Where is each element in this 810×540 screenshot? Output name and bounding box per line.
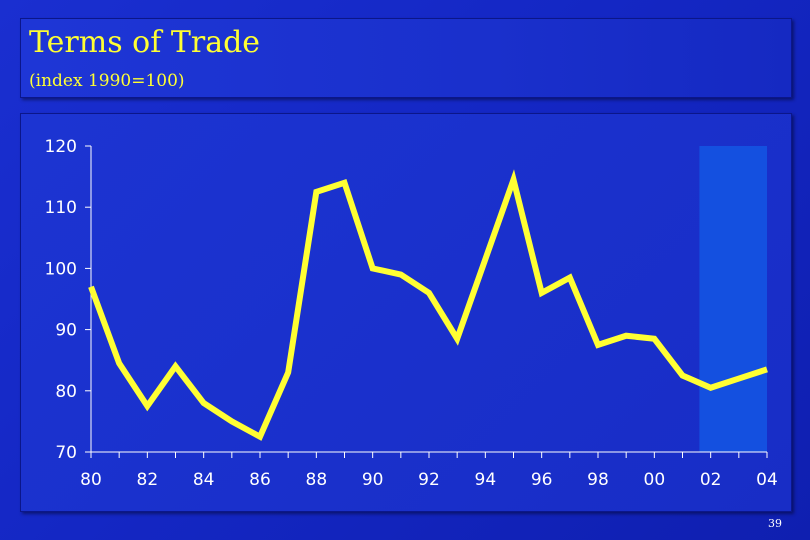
- forecast-highlight-band: [699, 146, 767, 452]
- y-tick-label: 90: [55, 321, 77, 341]
- x-tick-label: 86: [249, 470, 271, 490]
- y-tick-label: 120: [45, 137, 77, 157]
- x-tick-label: 88: [306, 470, 328, 490]
- x-tick-label: 90: [362, 470, 384, 490]
- y-tick-label: 110: [45, 198, 77, 218]
- x-tick-label: 94: [475, 470, 497, 490]
- y-tick-label: 80: [55, 382, 77, 402]
- x-tick-label: 92: [418, 470, 440, 490]
- x-tick-label: 98: [587, 470, 609, 490]
- x-tick-label: 96: [531, 470, 553, 490]
- y-tick-label: 100: [45, 259, 77, 279]
- chart-subtitle: (index 1990=100): [29, 71, 185, 91]
- chart-title: Terms of Trade: [29, 25, 260, 60]
- x-tick-label: 84: [193, 470, 215, 490]
- x-tick-label: 02: [700, 470, 722, 490]
- x-tick-label: 00: [644, 470, 666, 490]
- chart-panel: 70 80 90 100 110 120 80 82 84 86 88 90 92 94 96 98 00 02 0…: [20, 113, 792, 512]
- x-tick-label: 82: [137, 470, 159, 490]
- terms-of-trade-line: [91, 180, 767, 437]
- x-tick-label: 80: [80, 470, 102, 490]
- x-tick-label: 04: [756, 470, 778, 490]
- title-panel: Terms of Trade (index 1990=100): [20, 18, 792, 98]
- y-tick-label: 70: [55, 443, 77, 463]
- page-number: 39: [768, 517, 782, 530]
